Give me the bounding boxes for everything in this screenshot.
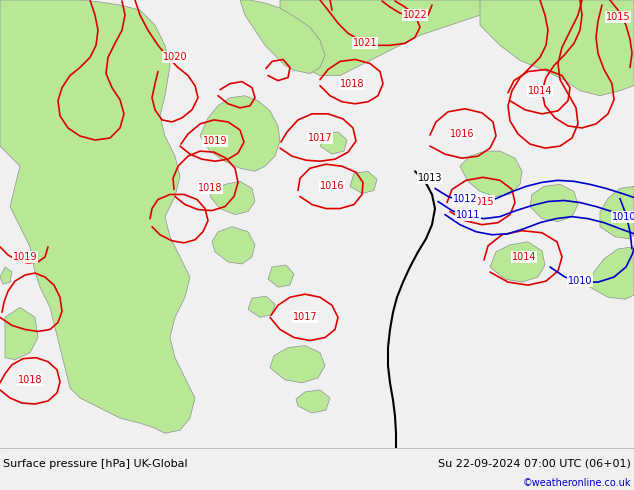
Text: 1010: 1010 [612, 212, 634, 221]
Text: 1016: 1016 [320, 181, 344, 192]
Text: 1016: 1016 [450, 129, 474, 139]
Polygon shape [200, 96, 280, 172]
Text: 1018: 1018 [198, 183, 223, 194]
Text: 1018: 1018 [340, 78, 365, 89]
Polygon shape [296, 390, 330, 413]
Text: 1015: 1015 [605, 12, 630, 22]
Polygon shape [5, 307, 38, 360]
Polygon shape [460, 151, 522, 196]
Polygon shape [0, 267, 12, 284]
Text: 1015: 1015 [470, 196, 495, 206]
Text: 1014: 1014 [527, 86, 552, 96]
Polygon shape [240, 0, 325, 74]
Text: 1019: 1019 [13, 252, 37, 262]
Polygon shape [590, 247, 634, 299]
Polygon shape [248, 296, 275, 318]
Text: 1010: 1010 [568, 276, 592, 286]
Polygon shape [480, 0, 634, 96]
Text: 1011: 1011 [456, 210, 480, 220]
Text: Surface pressure [hPa] UK-Global: Surface pressure [hPa] UK-Global [3, 459, 188, 469]
Text: ©weatheronline.co.uk: ©weatheronline.co.uk [522, 478, 631, 488]
Polygon shape [270, 345, 325, 383]
Polygon shape [530, 184, 578, 221]
Text: 1012: 1012 [453, 195, 477, 204]
Text: 1019: 1019 [203, 136, 227, 146]
Polygon shape [280, 0, 634, 75]
Polygon shape [210, 181, 255, 215]
Text: 1014: 1014 [512, 252, 536, 262]
Text: 1022: 1022 [403, 10, 427, 20]
Text: 1013: 1013 [418, 173, 443, 183]
Polygon shape [350, 172, 377, 194]
Polygon shape [600, 186, 634, 239]
Text: 1017: 1017 [307, 133, 332, 143]
Text: 1017: 1017 [293, 312, 317, 322]
Text: 1020: 1020 [163, 52, 187, 62]
Polygon shape [320, 132, 347, 154]
Text: Su 22-09-2024 07:00 UTC (06+01): Su 22-09-2024 07:00 UTC (06+01) [438, 459, 631, 469]
Polygon shape [0, 0, 195, 433]
Text: 1021: 1021 [353, 38, 377, 49]
Polygon shape [212, 227, 255, 264]
Polygon shape [268, 265, 294, 287]
Text: 1018: 1018 [18, 375, 42, 385]
Polygon shape [490, 242, 545, 282]
